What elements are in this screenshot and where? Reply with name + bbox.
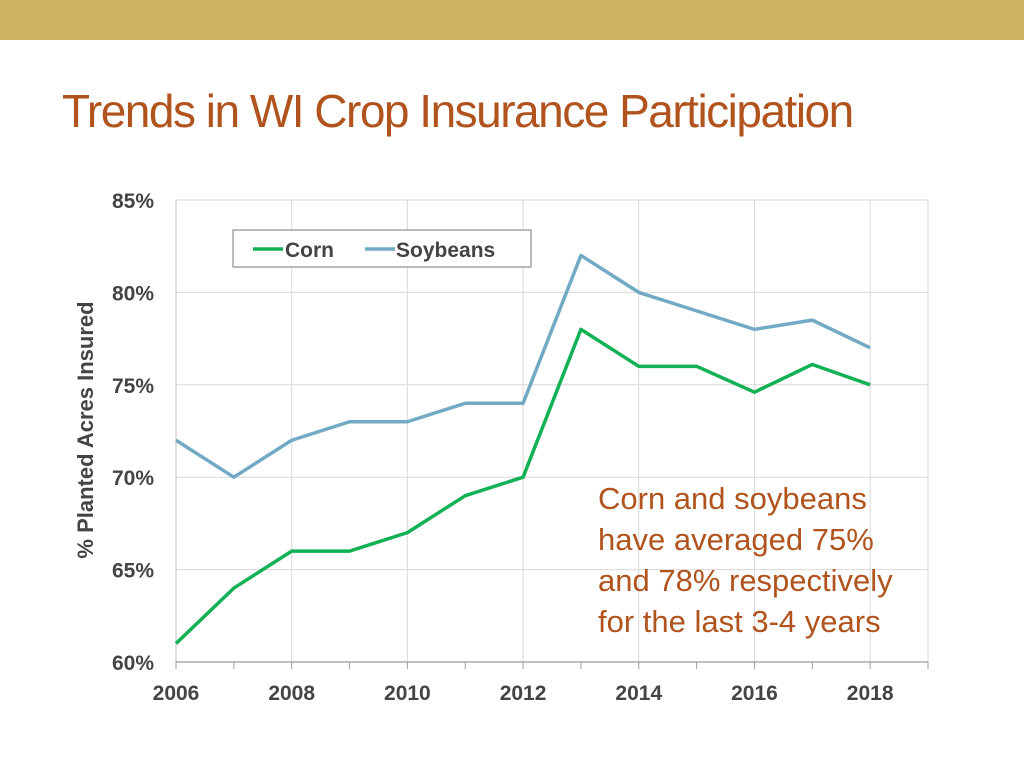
slide-title: Trends in WI Crop Insurance Participatio… [62,85,854,137]
series-line-soybeans [175,253,871,479]
x-tick-label: 2006 [153,682,200,705]
y-tick-label: 85% [112,190,154,213]
annotation-line: have averaged 75% [598,522,874,557]
annotation-line: for the last 3-4 years [598,604,881,639]
x-tick-label: 2010 [384,682,431,705]
x-tick-label: 2014 [615,682,662,705]
y-axis-label: % Planted Acres Insured [73,301,98,559]
y-tick-label: 70% [112,467,154,490]
y-tick-label: 60% [112,652,154,675]
y-tick-label: 80% [112,282,154,305]
x-tick-label: 2008 [268,682,315,705]
legend-label-corn: Corn [285,239,334,262]
x-tick-label: 2012 [500,682,547,705]
chart-annotation: Corn and soybeans have averaged 75% and … [598,478,978,642]
annotation-line: and 78% respectively [598,563,893,598]
x-tick-label: 2018 [847,682,894,705]
y-tick-label: 65% [112,560,154,583]
header-band [0,0,1024,40]
y-tick-label: 75% [112,375,154,398]
x-tick-label: 2016 [731,682,778,705]
series-line-corn [174,327,871,645]
legend-label-soybeans: Soybeans [396,239,495,262]
annotation-line: Corn and soybeans [598,481,867,516]
